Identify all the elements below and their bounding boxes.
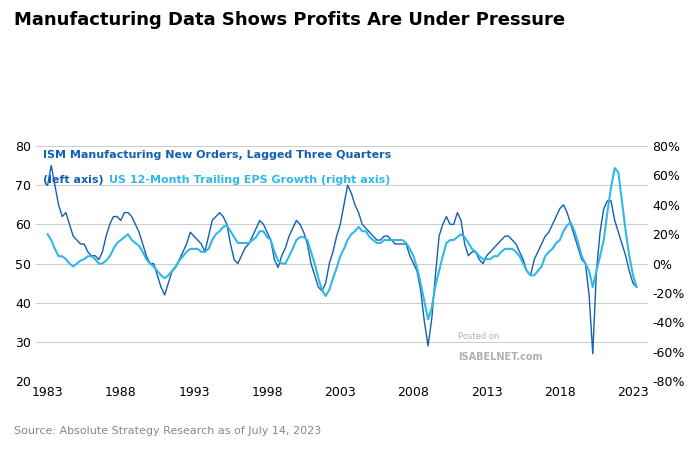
Text: ISABELNET.com: ISABELNET.com	[458, 352, 542, 362]
Text: Manufacturing Data Shows Profits Are Under Pressure: Manufacturing Data Shows Profits Are Und…	[14, 11, 565, 29]
Text: Source: Absolute Strategy Research as of July 14, 2023: Source: Absolute Strategy Research as of…	[14, 427, 321, 436]
Text: (left axis): (left axis)	[43, 175, 111, 185]
Text: US 12-Month Trailing EPS Growth (right axis): US 12-Month Trailing EPS Growth (right a…	[109, 175, 391, 185]
Text: ISM Manufacturing New Orders, Lagged Three Quarters: ISM Manufacturing New Orders, Lagged Thr…	[43, 150, 391, 161]
Text: Posted on: Posted on	[458, 332, 499, 341]
